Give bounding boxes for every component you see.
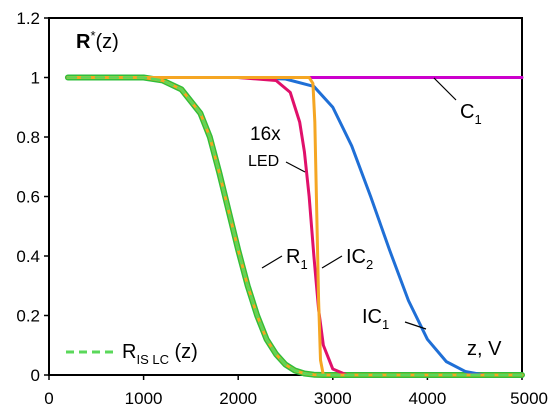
x-tick-label: 0 — [44, 389, 53, 408]
series-label-16x: 16x — [250, 124, 281, 145]
y-tick-label: 0.4 — [16, 247, 40, 266]
x-tick-label: 5000 — [510, 389, 548, 408]
x-tick-label: 4000 — [408, 389, 446, 408]
y-tick-label: 0.6 — [16, 188, 40, 207]
x-tick-label: 1000 — [125, 389, 163, 408]
leader-16x-led — [285, 161, 306, 173]
series-line-16x-led — [66, 76, 524, 377]
series-label-r1: R1 — [286, 246, 308, 272]
series-label-ic2: IC2 — [346, 246, 373, 272]
leader-ic2 — [321, 255, 343, 269]
series-line-ris-lc-z — [66, 76, 524, 377]
x-tick-label: 2000 — [219, 389, 257, 408]
y-tick-label: 0.2 — [16, 307, 40, 326]
series-label-led: LED — [248, 153, 279, 170]
title-rest: (z) — [96, 31, 119, 53]
plot-frame — [48, 17, 523, 376]
legend-label-ris-lc: RIS LC (z) — [122, 341, 198, 367]
title-superscript: * — [90, 28, 95, 43]
x-axis-label: z, V — [467, 338, 502, 360]
x-tick-label: 3000 — [314, 389, 352, 408]
leader-r1 — [261, 255, 283, 269]
y-tick-label: 1 — [31, 69, 40, 88]
y-tick-label: 0 — [31, 366, 40, 385]
series-layer — [66, 76, 524, 377]
y-tick-label: 0.8 — [16, 128, 40, 147]
leader-ic1 — [404, 321, 427, 330]
x-axis: 0 1000 2000 3000 4000 5000 — [44, 375, 548, 408]
chart-title: R*(z) — [76, 28, 119, 53]
series-label-ic1: IC1 — [362, 306, 389, 332]
leader-c1 — [433, 77, 457, 101]
series-line-ic2 — [66, 76, 524, 377]
y-axis: 0 0.2 0.4 0.6 0.8 1 1.2 — [16, 9, 49, 385]
title-main: R — [76, 31, 91, 53]
series-label-c1: C1 — [460, 101, 482, 127]
y-tick-label: 1.2 — [16, 9, 40, 28]
series-line-ic1 — [66, 76, 524, 377]
